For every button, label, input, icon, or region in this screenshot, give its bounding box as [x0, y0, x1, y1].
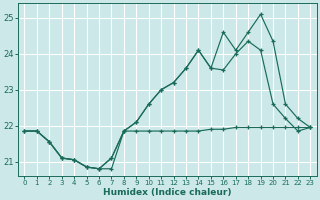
X-axis label: Humidex (Indice chaleur): Humidex (Indice chaleur)	[103, 188, 232, 197]
